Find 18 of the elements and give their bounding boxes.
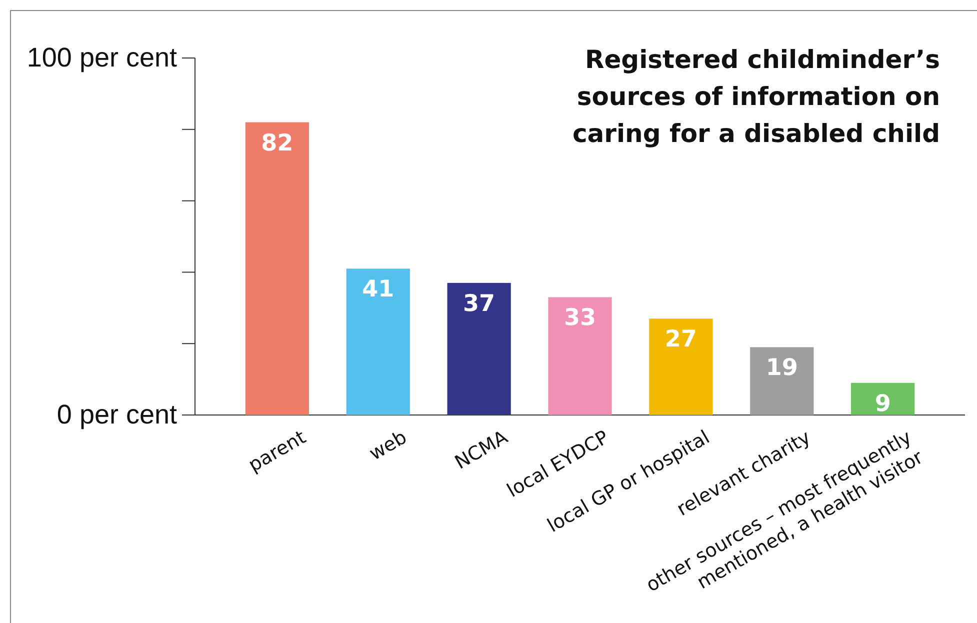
data-label: 41 <box>362 276 394 303</box>
bar <box>548 297 612 415</box>
data-label: 82 <box>261 130 294 156</box>
x-tick-label: web <box>366 426 411 465</box>
data-label: 19 <box>766 355 798 382</box>
data-label: 33 <box>564 305 596 332</box>
data-label: 27 <box>664 326 697 353</box>
text: Registered childminder’s sources of information on caring for a disabled child <box>572 45 940 148</box>
y-tick-label: 0 per cent <box>56 400 178 430</box>
bar <box>649 318 713 415</box>
bar <box>750 347 814 415</box>
bar <box>851 382 915 415</box>
bar <box>245 122 309 415</box>
data-label: 37 <box>463 290 496 317</box>
y-tick-label: 100 per cent <box>26 42 178 73</box>
data-label: 9 <box>874 390 891 417</box>
bar <box>346 268 410 415</box>
bar <box>447 282 511 415</box>
